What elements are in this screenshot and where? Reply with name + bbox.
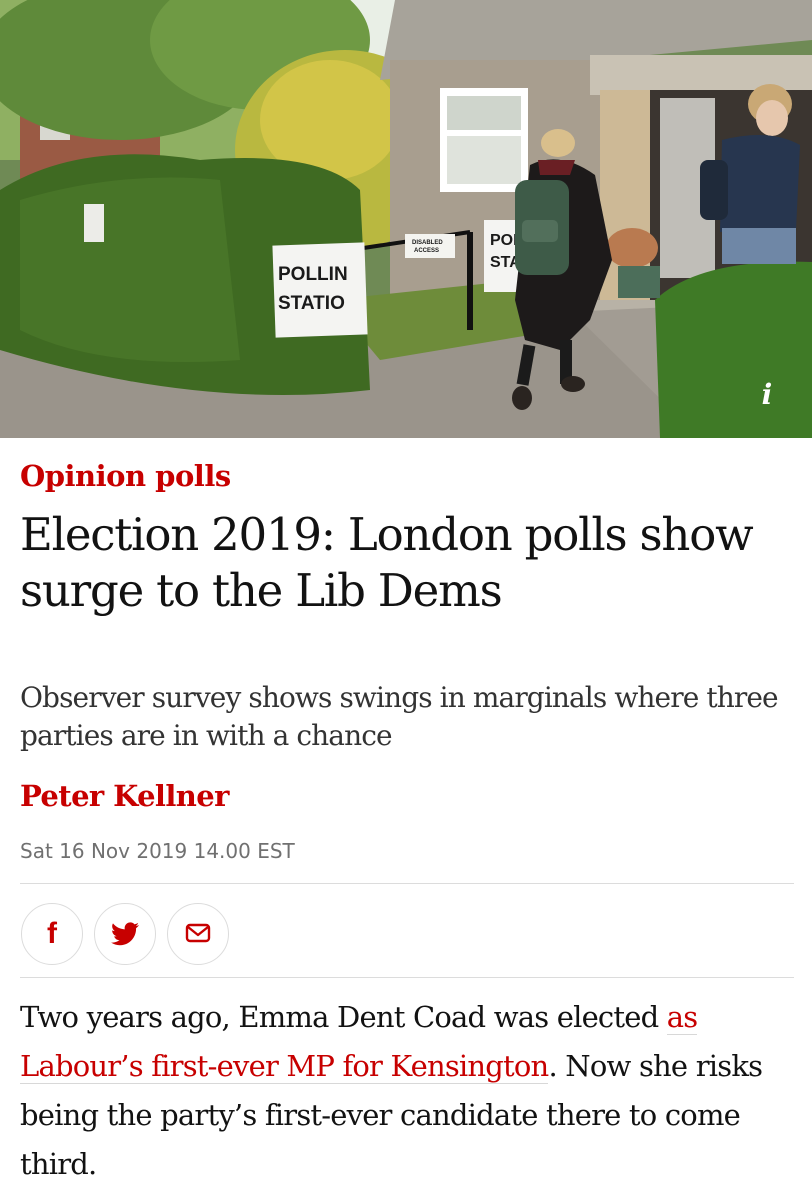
share-email-button[interactable] xyxy=(167,903,229,965)
divider xyxy=(20,977,794,978)
facebook-icon: f xyxy=(47,917,57,950)
publish-date: Sat 16 Nov 2019 14.00 EST xyxy=(20,839,295,863)
twitter-icon xyxy=(111,922,139,946)
section-label[interactable]: Opinion polls xyxy=(20,459,231,493)
envelope-icon xyxy=(185,923,211,943)
body-text-start: Two years ago, Emma Dent Coad was electe… xyxy=(20,1000,667,1034)
byline-author-link[interactable]: Peter Kellner xyxy=(20,779,229,813)
svg-text:POLLIN: POLLIN xyxy=(278,264,348,285)
body-text-end: . Now she risks being the party’s first-… xyxy=(20,1049,763,1181)
article-body-paragraph: Two years ago, Emma Dent Coad was electe… xyxy=(20,993,792,1189)
share-facebook-button[interactable]: f xyxy=(21,903,83,965)
svg-text:STATIO: STATIO xyxy=(278,293,345,314)
hero-image: POLLIN STATIO DISABLED ACCESS POL STA i xyxy=(0,0,812,438)
polling-station-photo: POLLIN STATIO DISABLED ACCESS POL STA xyxy=(0,0,812,438)
svg-text:DISABLED: DISABLED xyxy=(412,240,443,246)
divider xyxy=(20,883,794,884)
share-twitter-button[interactable] xyxy=(94,903,156,965)
image-info-button[interactable]: i xyxy=(761,378,773,411)
svg-text:ACCESS: ACCESS xyxy=(414,248,439,254)
standfirst: Observer survey shows swings in marginal… xyxy=(20,681,779,752)
article-inline-link[interactable]: as Labour’s first-ever MP for Kensington xyxy=(20,1000,698,1084)
svg-text:POL: POL xyxy=(490,232,523,249)
headline: Election 2019: London polls show surge t… xyxy=(20,508,754,617)
svg-text:STA: STA xyxy=(490,254,521,271)
